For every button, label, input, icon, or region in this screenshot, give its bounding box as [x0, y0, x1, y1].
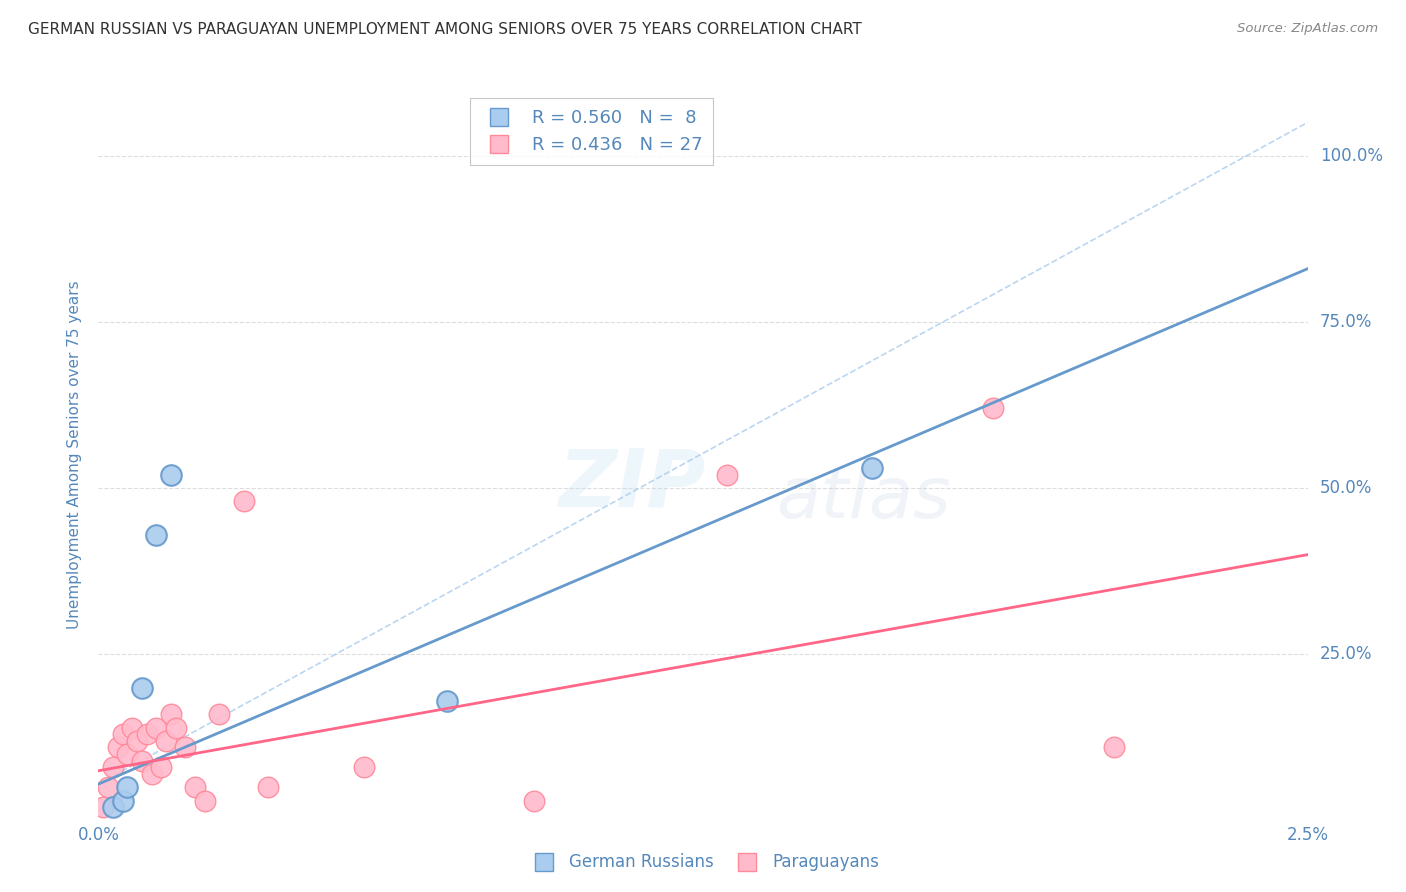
Text: 75.0%: 75.0%: [1320, 313, 1372, 331]
Point: [97, 780, 120, 795]
Point: [145, 721, 167, 735]
Point: [174, 740, 197, 755]
Point: [121, 721, 143, 735]
Point: [135, 727, 157, 741]
Point: [141, 767, 163, 781]
Point: [256, 780, 278, 795]
Text: 100.0%: 100.0%: [1320, 146, 1382, 165]
Point: [716, 467, 738, 482]
Text: 25.0%: 25.0%: [1320, 646, 1372, 664]
Legend: German Russians, Paraguayans: German Russians, Paraguayans: [520, 847, 886, 878]
Point: [353, 760, 375, 774]
Point: [523, 794, 546, 808]
Point: [150, 760, 173, 774]
Point: [117, 780, 139, 795]
Point: [436, 694, 458, 708]
Text: 50.0%: 50.0%: [1320, 479, 1372, 497]
Point: [145, 527, 167, 541]
Point: [208, 707, 231, 722]
Point: [91, 800, 114, 814]
Point: [127, 734, 149, 748]
Point: [165, 721, 187, 735]
Point: [111, 794, 134, 808]
Point: [160, 707, 183, 722]
Point: [117, 747, 139, 761]
Text: Source: ZipAtlas.com: Source: ZipAtlas.com: [1237, 22, 1378, 36]
Point: [101, 760, 124, 774]
Text: atlas: atlas: [776, 465, 950, 533]
Point: [131, 681, 153, 695]
Point: [111, 727, 134, 741]
Point: [160, 467, 183, 482]
Point: [1102, 740, 1125, 755]
Point: [981, 401, 1004, 416]
Point: [860, 461, 883, 475]
Y-axis label: Unemployment Among Seniors over 75 years: Unemployment Among Seniors over 75 years: [67, 281, 83, 629]
Text: ZIP: ZIP: [558, 445, 706, 524]
Point: [184, 780, 207, 795]
Point: [101, 800, 124, 814]
Point: [131, 754, 153, 768]
Point: [194, 794, 217, 808]
Text: GERMAN RUSSIAN VS PARAGUAYAN UNEMPLOYMENT AMONG SENIORS OVER 75 YEARS CORRELATIO: GERMAN RUSSIAN VS PARAGUAYAN UNEMPLOYMEN…: [28, 22, 862, 37]
Point: [155, 734, 177, 748]
Point: [107, 740, 129, 755]
Point: [232, 494, 254, 508]
